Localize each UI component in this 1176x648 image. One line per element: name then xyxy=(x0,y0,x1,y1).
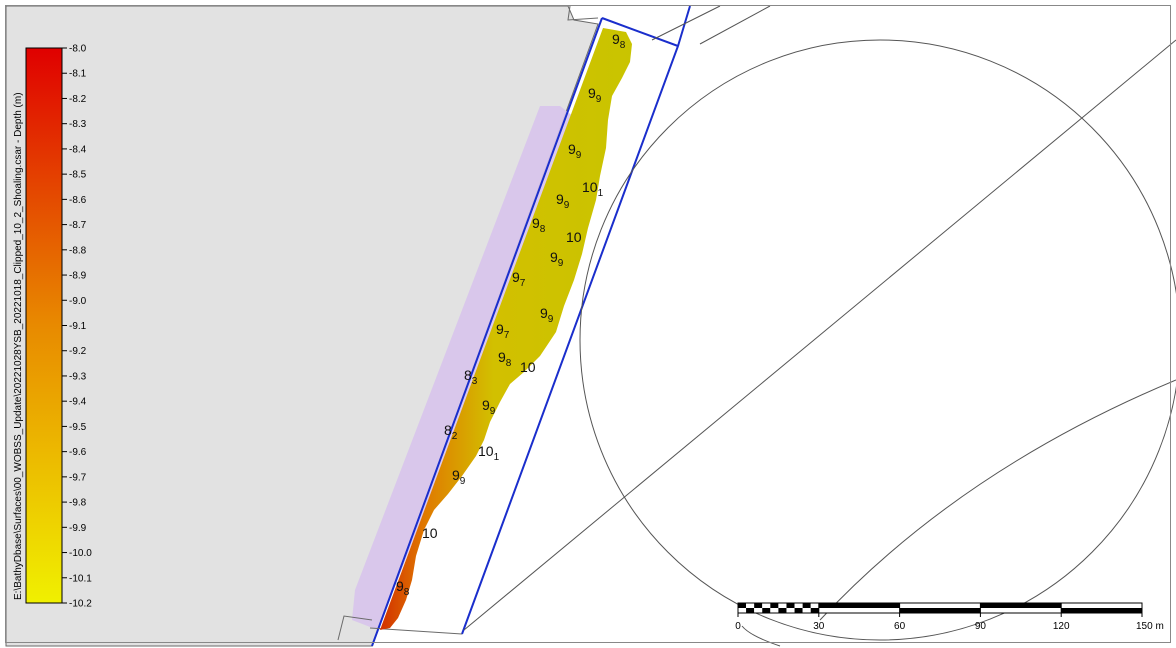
scale-bar-segment xyxy=(899,608,981,613)
scale-bar-cell xyxy=(810,608,819,613)
scale-bar-cell xyxy=(754,608,763,613)
sounding-label: 10 xyxy=(520,359,536,375)
scale-bar-segment xyxy=(1061,608,1142,613)
scale-bar-segment xyxy=(1061,603,1142,608)
scale-bar-cell xyxy=(802,603,811,608)
scale-bar-segment xyxy=(980,608,1062,613)
scale-bar-label: 150 m xyxy=(1136,621,1164,632)
scale-bar-segment xyxy=(980,603,1062,608)
legend-tick-label: -9.4 xyxy=(69,397,87,408)
scale-bar-cell xyxy=(746,608,755,613)
scale-bar-label: 0 xyxy=(735,621,741,632)
legend-tick-label: -10.2 xyxy=(69,599,92,610)
scale-bar-cell xyxy=(746,603,755,608)
legend-tick-label: -8.1 xyxy=(69,69,87,80)
scale-bar-cell xyxy=(770,603,779,608)
bathymetry-surface xyxy=(380,28,632,630)
legend-tick-label: -8.2 xyxy=(69,94,87,105)
legend-tick-label: -9.6 xyxy=(69,447,87,458)
scale-bar-cell xyxy=(810,603,819,608)
scale-bar-cell xyxy=(738,608,747,613)
scale-bar: 0 30 60 90 120 150 m xyxy=(735,602,1164,632)
land-outline xyxy=(337,5,599,641)
fairway-line xyxy=(741,625,781,647)
legend-tick-label: -8.3 xyxy=(69,119,87,130)
legend-tick-label: -10.1 xyxy=(69,573,92,584)
scale-bar-cell xyxy=(738,603,747,608)
legend-tick-label: -8.8 xyxy=(69,245,87,256)
scale-bar-cell xyxy=(802,608,811,613)
legend-color-bar xyxy=(25,47,63,604)
legend-tick-label: -9.1 xyxy=(69,321,87,332)
scale-bar-cell xyxy=(754,603,763,608)
fairway-line xyxy=(651,5,721,41)
fairway-line xyxy=(699,5,771,45)
channel-boundary xyxy=(371,5,691,647)
scale-bar-segment xyxy=(899,603,981,608)
legend-tick-label: -9.9 xyxy=(69,523,87,534)
legend-tick-label: -10.0 xyxy=(69,548,92,559)
depth-legend: -8.0 -8.1 -8.2 -8.3 -8.4 -8.5 -8.6 -8.7 -8.8 -8.9… xyxy=(13,44,92,610)
legend-tick-label: -8.9 xyxy=(69,271,87,282)
sounding-label: 10 xyxy=(566,229,582,245)
scale-bar-cell xyxy=(786,608,795,613)
scale-bar-label: 90 xyxy=(975,621,987,632)
legend-tick-label: -8.7 xyxy=(69,220,87,231)
scale-bar-label: 60 xyxy=(894,621,906,632)
map-frame xyxy=(5,5,1171,643)
legend-tick-label: -9.0 xyxy=(69,296,87,307)
legend-tick-label: -8.4 xyxy=(69,144,87,155)
scale-bar-cell xyxy=(794,608,803,613)
legend-tick-label: -8.6 xyxy=(69,195,87,206)
scale-bar-segment xyxy=(818,603,900,608)
scale-bar-cell xyxy=(794,603,803,608)
legend-ticks: -8.0 -8.1 -8.2 -8.3 -8.4 -8.5 -8.6 -8.7 -8.8 -8.9… xyxy=(62,44,92,610)
fairway-line xyxy=(463,39,1176,631)
scale-bar-cell xyxy=(786,603,795,608)
legend-tick-label: -9.2 xyxy=(69,346,87,357)
sounding-label: 10 xyxy=(422,525,438,541)
legend-title: E:\BathyDbase\Surfaces\00_WOBSS_Update\2… xyxy=(13,92,24,600)
scale-bar-cell xyxy=(778,608,787,613)
scale-bar-cell xyxy=(770,608,779,613)
turning-basin-circle xyxy=(579,39,1176,641)
legend-tick-label: -9.5 xyxy=(69,422,87,433)
legend-tick-label: -9.7 xyxy=(69,472,87,483)
scale-bar-segment xyxy=(818,608,900,613)
fairway-line xyxy=(819,379,1176,621)
scale-bar-cell xyxy=(778,603,787,608)
scale-bar-cell xyxy=(762,608,771,613)
scale-bar-label: 30 xyxy=(813,621,825,632)
scale-bar-label: 120 xyxy=(1053,621,1070,632)
legend-tick-label: -9.3 xyxy=(69,371,87,382)
legend-tick-label: -8.0 xyxy=(69,44,87,55)
legend-tick-label: -9.8 xyxy=(69,498,87,509)
legend-tick-label: -8.5 xyxy=(69,170,87,181)
scale-bar-cell xyxy=(762,603,771,608)
